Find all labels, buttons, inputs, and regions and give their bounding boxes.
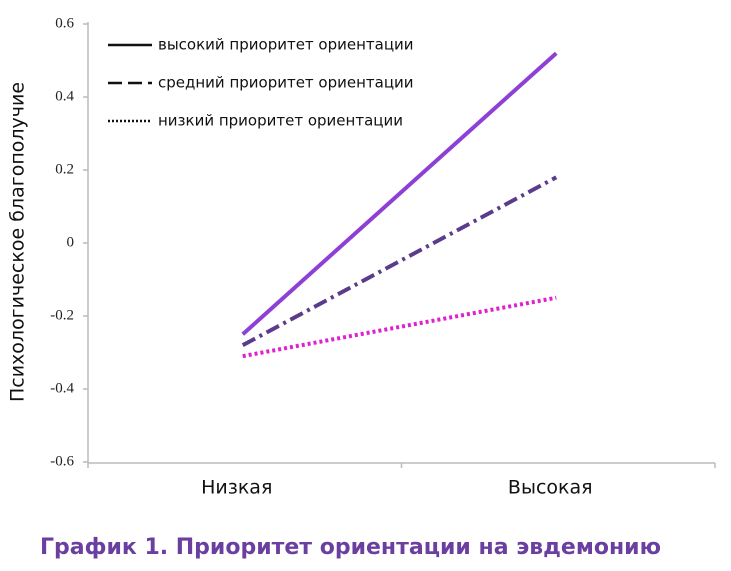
series-line — [241, 51, 558, 336]
series-line — [242, 295, 557, 359]
series-line — [241, 175, 558, 347]
legend-label: средний приоритет ориентации — [158, 74, 414, 92]
y-tick-label: -0.4 — [50, 380, 74, 396]
y-tick-label: 0.2 — [55, 161, 74, 177]
y-tick-label: 0.6 — [55, 15, 74, 31]
y-axis-label: Психологическое благополучие — [7, 82, 29, 402]
y-tick-label: -0.6 — [50, 453, 74, 469]
x-tick-label: Низкая — [201, 477, 272, 499]
legend-label: высокий приоритет ориентации — [158, 36, 414, 54]
y-tick-label: 0 — [67, 234, 75, 250]
x-tick-label: Высокая — [508, 477, 593, 499]
y-tick-label: -0.2 — [50, 307, 74, 323]
chart-title: График 1. Приоритет ориентации на эвдемо… — [40, 535, 661, 560]
y-tick-label: 0.4 — [55, 88, 74, 104]
legend-label: низкий приоритет ориентации — [158, 112, 403, 130]
